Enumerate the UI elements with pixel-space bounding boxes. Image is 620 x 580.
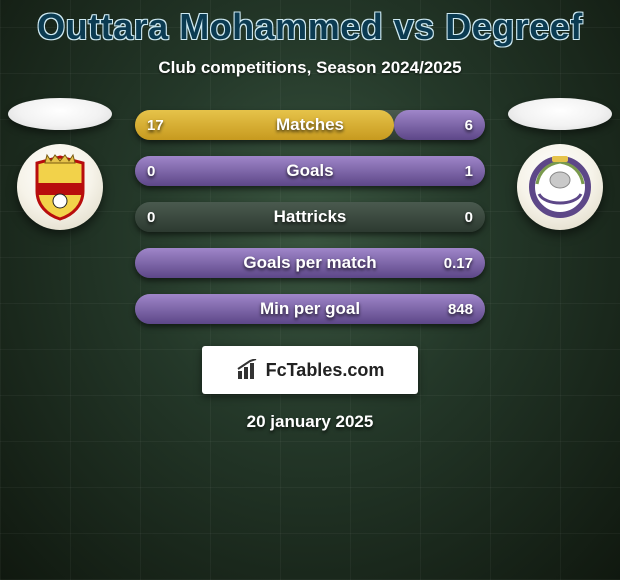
player-right-ellipse [508,98,612,130]
stat-row: 176Matches [135,110,485,140]
stat-fill-left [135,110,394,140]
date-text: 20 january 2025 [247,412,374,432]
stat-fill-right [135,294,485,324]
stat-label: Hattricks [135,202,485,232]
bar-chart-icon [236,359,260,381]
anderlecht-crest-icon [523,150,597,224]
page-subtitle: Club competitions, Season 2024/2025 [158,58,461,78]
comparison-area: 176Matches 01Goals 0 0Hattricks 0.17Goals pe… [0,110,620,324]
player-right-column [500,98,620,230]
player-left-crest [17,144,103,230]
stat-row: 848Min per goal [135,294,485,324]
stat-value-right: 0 [465,202,473,232]
footer-logo-text: FcTables.com [266,360,385,381]
player-left-column [0,98,120,230]
page-title: Outtara Mohammed vs Degreef [37,6,583,48]
stats-bars: 176Matches 01Goals 0 0Hattricks 0.17Goals pe… [135,110,485,324]
footer-logo: FcTables.com [202,346,418,394]
stat-fill-right [135,248,485,278]
stat-row: 01Goals [135,156,485,186]
player-left-ellipse [8,98,112,130]
stat-fill-right [135,156,485,186]
stat-row: 0.17Goals per match [135,248,485,278]
stat-value-left: 0 [147,202,155,232]
stat-fill-right [394,110,485,140]
player-right-crest [517,144,603,230]
stat-row: 0 0Hattricks [135,202,485,232]
content-wrap: Outtara Mohammed vs Degreef Club competi… [0,0,620,580]
mechelen-crest-icon [29,153,91,221]
